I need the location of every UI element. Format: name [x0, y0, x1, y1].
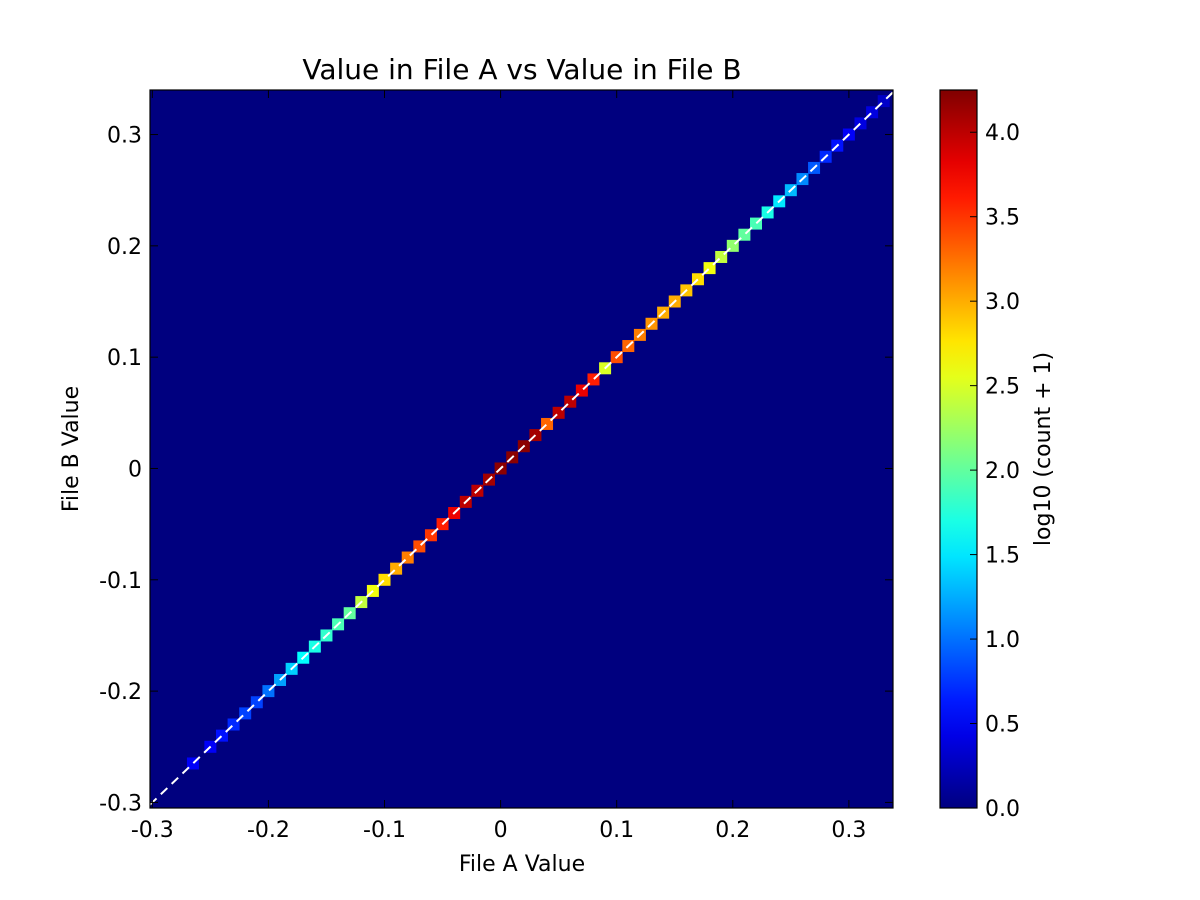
colorbar — [939, 89, 978, 809]
chart-title: Value in File A vs Value in File B — [302, 53, 741, 86]
colorbar-tick-label: 2.0 — [985, 459, 1020, 484]
x-tick-label: 0 — [494, 818, 508, 843]
colorbar-tick-label: 0.5 — [985, 713, 1020, 738]
y-tick-label: 0 — [128, 457, 142, 482]
y-tick-label: 0.1 — [107, 346, 142, 371]
y-tick-label: 0.2 — [107, 235, 142, 260]
x-tick-label: -0.3 — [131, 818, 174, 843]
x-tick-label: -0.1 — [363, 818, 406, 843]
colorbar-tick-label: 3.0 — [985, 290, 1020, 315]
colorbar-axis: 0.0 0.5 1.0 1.5 2.0 2.5 3.0 3.5 4.0 — [970, 121, 1020, 822]
colorbar-label: log10 (count + 1) — [1031, 352, 1056, 546]
y-tick-label: 0.3 — [107, 124, 142, 149]
colorbar-tick-label: 3.5 — [985, 206, 1020, 231]
x-axis-label: File A Value — [459, 852, 585, 877]
x-tick-label: 0.3 — [831, 818, 866, 843]
y-axis: -0.3 -0.2 -0.1 0 0.1 0.2 0.3 — [99, 124, 893, 816]
x-tick-label: 0.2 — [715, 818, 750, 843]
y-tick-label: -0.3 — [99, 791, 142, 816]
colorbar-tick-label: 1.0 — [985, 628, 1020, 653]
y-tick-label: -0.1 — [99, 569, 142, 594]
plot-frame — [149, 89, 894, 809]
x-tick-label: -0.2 — [247, 818, 290, 843]
colorbar-tick-label: 1.5 — [985, 544, 1020, 569]
colorbar-tick-label: 4.0 — [985, 121, 1020, 146]
y-axis-label: File B Value — [59, 386, 84, 512]
x-tick-label: 0.1 — [599, 818, 634, 843]
colorbar-tick-label: 2.5 — [985, 375, 1020, 400]
colorbar-tick-label: 0.0 — [985, 797, 1020, 822]
y-tick-label: -0.2 — [99, 680, 142, 705]
x-axis: -0.3 -0.2 -0.1 0 0.1 0.2 0.3 — [131, 90, 866, 843]
reference-line — [149, 91, 894, 806]
